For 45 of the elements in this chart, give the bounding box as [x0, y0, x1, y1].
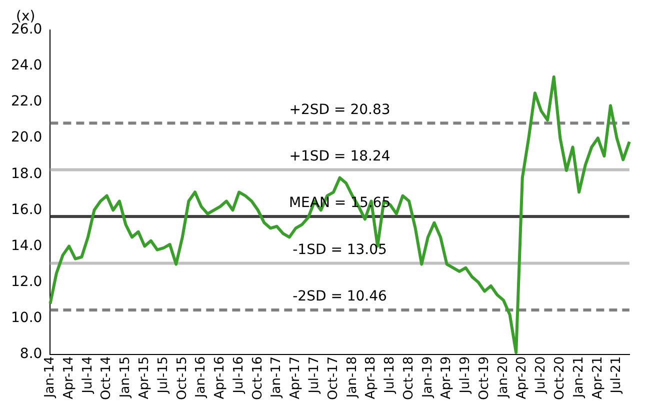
x-tick-label: Jul-18	[382, 356, 398, 394]
x-tick-label: Apr-19	[439, 356, 454, 400]
x-tick-label: Jan-18	[344, 356, 360, 399]
y-tick-label: 8.0	[20, 346, 42, 362]
y-tick-label: 26.0	[11, 22, 42, 38]
x-tick-label: Oct-20	[552, 356, 568, 400]
x-tick-label: Oct-16	[250, 356, 266, 400]
x-tick-label: Jul-14	[80, 356, 96, 394]
y-tick-label: 16.0	[11, 202, 42, 218]
y-tick-label: 24.0	[11, 58, 42, 74]
x-tick-label: Apr-17	[288, 356, 304, 400]
y-tick-label: 18.0	[11, 166, 42, 182]
x-tick-label: Oct-18	[401, 356, 416, 400]
y-tick-label: 10.0	[11, 310, 42, 326]
x-tick-label: Jul-17	[306, 356, 322, 394]
y-tick-label: 12.0	[11, 274, 42, 290]
x-tick-label: Apr-18	[364, 356, 379, 400]
x-tick-label: Jan-19	[420, 356, 436, 399]
x-tick-label: Apr-21	[590, 356, 606, 400]
x-tick-label: Jul-21	[609, 356, 624, 394]
y-tick-label: 22.0	[11, 94, 42, 110]
x-tick-label: Jan-17	[269, 356, 284, 399]
x-tick-label: Apr-20	[514, 356, 530, 400]
x-tick-label: Jan-14	[42, 356, 58, 399]
x-tick-label: Jul-15	[156, 356, 171, 394]
x-tick-label: Oct-17	[326, 356, 341, 400]
y-tick-label: 14.0	[11, 238, 42, 254]
x-tick-label: Jul-20	[534, 356, 549, 394]
x-tick-label: Oct-19	[476, 356, 492, 400]
x-tick-label: Oct-14	[99, 356, 114, 400]
y-tick-label: 20.0	[11, 130, 42, 146]
x-tick-label: Jan-20	[496, 356, 511, 399]
x-tick-label: Jan-21	[571, 356, 586, 399]
x-tick-label: Apr-14	[61, 356, 76, 400]
x-tick-label: Jul-16	[231, 356, 246, 394]
x-tick-label: Jan-16	[194, 356, 209, 399]
x-tick-label: Oct-15	[174, 356, 190, 400]
ref-line-label: -2SD = 10.46	[292, 288, 388, 305]
x-tick-label: Jul-19	[458, 356, 474, 394]
ref-line-label: +1SD = 18.24	[289, 148, 390, 164]
x-tick-label: Apr-16	[212, 356, 228, 400]
ref-line-label: -1SD = 13.05	[292, 242, 387, 258]
x-tick-label: Jan-15	[118, 356, 134, 399]
ref-line-label: +2SD = 20.83	[289, 102, 390, 118]
x-tick-label: Apr-15	[136, 356, 152, 400]
